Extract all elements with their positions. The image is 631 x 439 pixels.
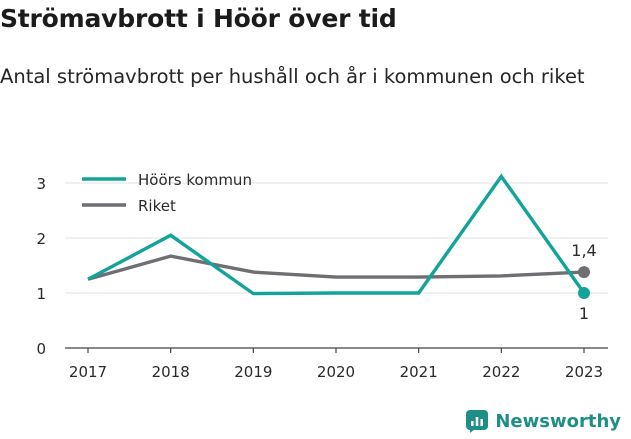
- x-tick-label: 2023: [565, 363, 603, 381]
- y-tick-label: 1: [36, 285, 46, 303]
- y-tick-label: 0: [36, 340, 46, 358]
- series-lines: [87, 173, 586, 296]
- legend-label-0: Höörs kommun: [138, 171, 252, 189]
- series-line-0: [87, 173, 586, 296]
- newsworthy-logo: Newsworthy: [465, 409, 621, 433]
- y-axis: 0 1 2 3: [36, 175, 46, 358]
- y-tick-label: 2: [36, 230, 46, 248]
- x-tick-label: 2022: [482, 363, 520, 381]
- end-value-label-1: 1,4: [571, 241, 596, 260]
- y-tick-label: 3: [36, 175, 46, 193]
- end-points: 1,41: [571, 241, 596, 323]
- end-point-0: [578, 287, 590, 299]
- newsworthy-logo-icon: [466, 410, 489, 433]
- x-tick-label: 2018: [152, 363, 190, 381]
- end-point-1: [578, 266, 590, 279]
- legend-label-1: Riket: [138, 197, 176, 215]
- series-line-1: [87, 254, 585, 281]
- chart-subtitle: Antal strömavbrott per hushåll och år i …: [0, 65, 585, 88]
- x-tick-label: 2017: [69, 363, 107, 381]
- end-value-label-0: 1: [579, 304, 589, 323]
- x-axis: 2017 2018 2019 2020 2021 2022 2023: [69, 348, 603, 381]
- x-tick-label: 2019: [234, 363, 272, 381]
- legend: Höörs kommun Riket: [82, 171, 252, 215]
- brand-name: Newsworthy: [495, 410, 621, 432]
- x-tick-label: 2020: [317, 363, 355, 381]
- x-tick-label: 2021: [400, 363, 438, 381]
- chart-title: Strömavbrott i Höör över tid: [0, 4, 397, 33]
